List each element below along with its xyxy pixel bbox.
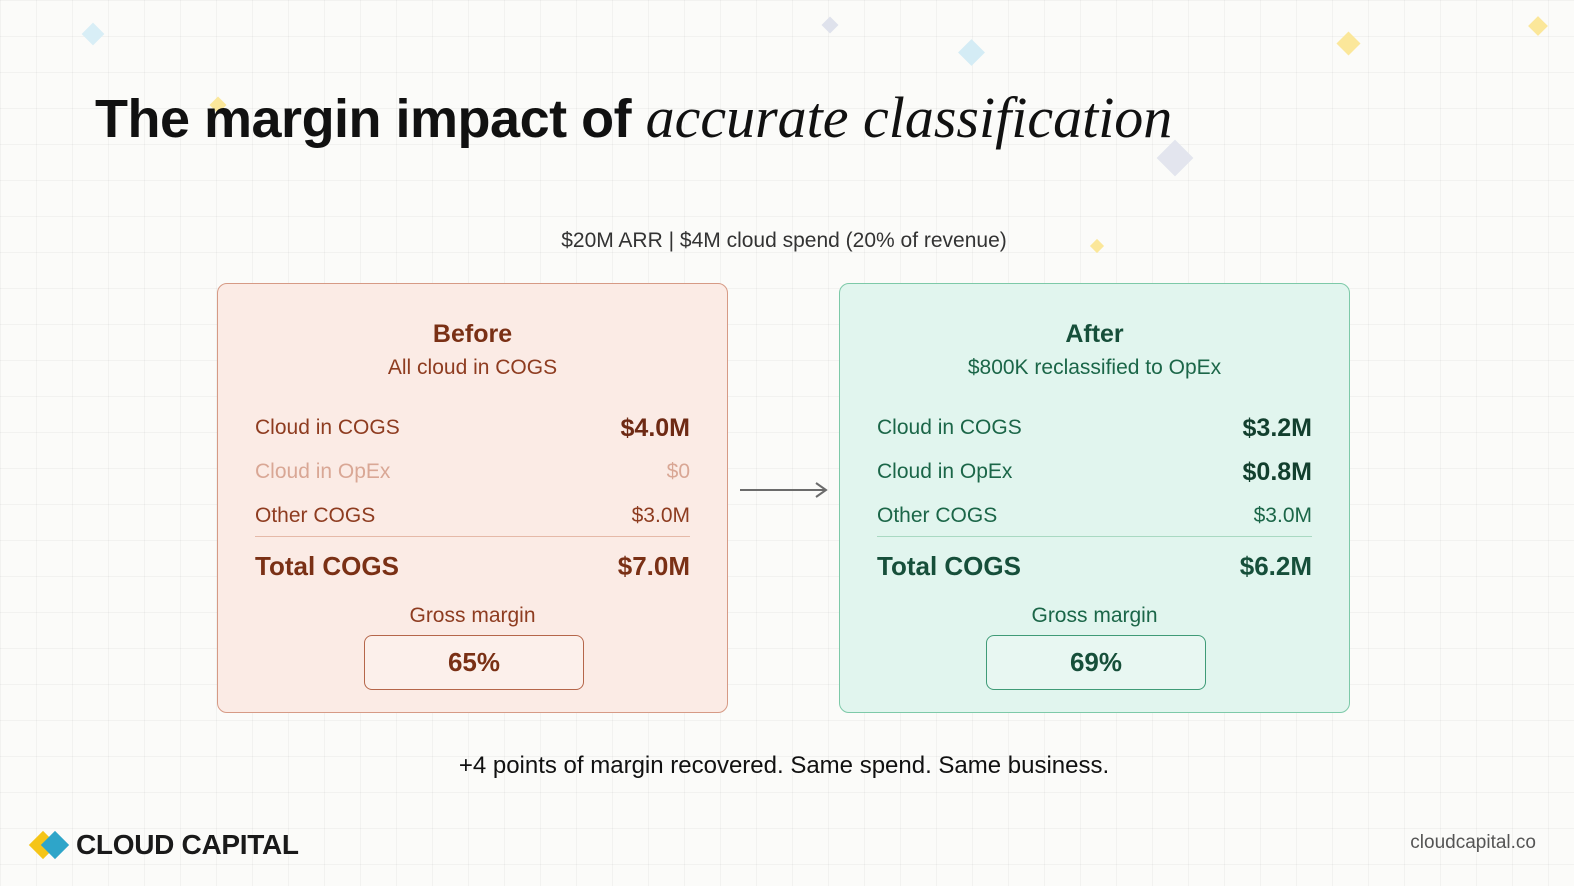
slide-title: The margin impact of accurate classifica… <box>95 84 1172 151</box>
decorative-diamond <box>958 39 985 66</box>
after-divider <box>877 536 1312 537</box>
after-rows: Cloud in COGS $3.2M Cloud in OpEx $0.8M … <box>877 406 1312 538</box>
before-title: Before <box>432 320 513 348</box>
row-value: $0.8M <box>1242 457 1312 486</box>
row-label: Cloud in OpEx <box>877 460 1013 483</box>
decorative-diamond <box>1336 31 1361 56</box>
row-value: $3.0M <box>631 504 690 527</box>
before-total: Total COGS $7.0M <box>255 551 690 582</box>
scenario-subtitle: $20M ARR | $4M cloud spend (20% of reven… <box>561 229 1007 252</box>
right-arrow-icon <box>740 482 828 498</box>
total-value: $7.0M <box>617 551 690 581</box>
total-label: Total COGS <box>255 551 399 581</box>
website-url: cloudcapital.co <box>1410 832 1536 853</box>
tagline: +4 points of margin recovered. Same spen… <box>458 752 1110 779</box>
after-title: After <box>1065 320 1124 348</box>
decorative-diamond <box>821 16 839 34</box>
decorative-diamond <box>81 22 105 46</box>
total-value: $6.2M <box>1239 551 1312 581</box>
after-gross-margin-value: 69% <box>986 635 1206 690</box>
row-value: $0 <box>666 460 690 483</box>
cloud-capital-logo-icon <box>28 828 70 862</box>
after-subtitle: $800K reclassified to OpEx <box>967 356 1222 379</box>
total-label: Total COGS <box>877 551 1021 581</box>
after-total: Total COGS $6.2M <box>877 551 1312 582</box>
after-row-cloud-opex: Cloud in OpEx $0.8M <box>877 450 1312 494</box>
title-plain: The margin impact of <box>95 89 646 149</box>
before-gross-margin-value: 65% <box>364 635 584 690</box>
row-label: Cloud in COGS <box>877 416 1022 439</box>
row-label: Cloud in OpEx <box>255 460 391 483</box>
row-label: Other COGS <box>255 504 376 527</box>
before-subtitle: All cloud in COGS <box>387 356 558 379</box>
after-gross-margin-label: Gross margin <box>1031 604 1158 627</box>
before-gross-margin-label: Gross margin <box>409 604 536 627</box>
before-rows: Cloud in COGS $4.0M Cloud in OpEx $0 Oth… <box>255 406 690 538</box>
brand-name: CLOUD CAPITAL <box>76 829 299 860</box>
row-label: Other COGS <box>877 504 998 527</box>
before-row-other-cogs: Other COGS $3.0M <box>255 494 690 538</box>
brand-logo: CLOUD CAPITAL <box>28 828 299 862</box>
row-value: $4.0M <box>620 413 690 442</box>
decorative-diamond <box>1528 16 1548 36</box>
row-label: Cloud in COGS <box>255 416 400 439</box>
before-card: Before All cloud in COGS Cloud in COGS $… <box>217 283 728 713</box>
before-row-cloud-cogs: Cloud in COGS $4.0M <box>255 406 690 450</box>
row-value: $3.0M <box>1253 504 1312 527</box>
before-divider <box>255 536 690 537</box>
row-value: $3.2M <box>1242 413 1312 442</box>
after-card: After $800K reclassified to OpEx Cloud i… <box>839 283 1350 713</box>
after-row-cloud-cogs: Cloud in COGS $3.2M <box>877 406 1312 450</box>
title-italic: accurate classification <box>645 85 1173 150</box>
before-row-cloud-opex: Cloud in OpEx $0 <box>255 450 690 494</box>
after-row-other-cogs: Other COGS $3.0M <box>877 494 1312 538</box>
